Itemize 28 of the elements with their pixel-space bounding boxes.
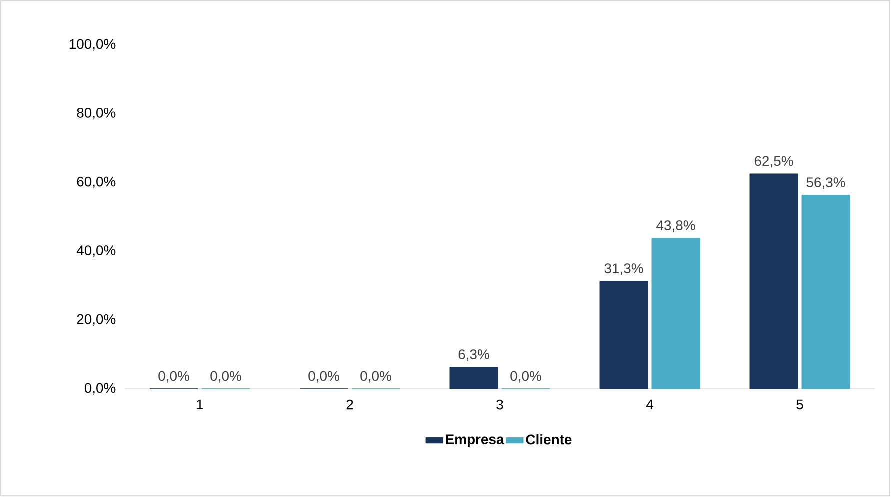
y-tick-label: 60,0% [77,176,116,188]
data-label: 6,3% [458,350,490,362]
data-label: 0,0% [158,371,190,383]
x-tick-label: 3 [496,400,504,410]
y-tick-label: 20,0% [77,314,116,326]
legend-label: Empresa [446,434,504,448]
bar [802,195,850,390]
bar [600,281,648,390]
x-tick-label: 4 [646,400,654,410]
y-tick-label: 0,0% [84,383,116,395]
bar [450,367,498,390]
legend-label: Cliente [526,434,572,445]
data-label: 56,3% [806,178,846,190]
y-tick-label: 80,0% [77,108,116,120]
y-tick-label: 40,0% [76,246,116,258]
data-label: 0,0% [210,371,242,383]
x-tick-label: 5 [796,400,804,410]
data-label: 31,3% [604,264,644,276]
data-label: 0,0% [308,371,340,383]
y-tick-label: 100,0% [70,39,116,51]
x-tick-label: 2 [346,400,354,410]
bar [750,174,798,390]
data-label: 0,0% [360,371,392,383]
bar [652,238,700,390]
data-label: 62,5% [754,156,794,168]
data-label: 43,8% [656,220,696,232]
data-label: 0,0% [510,371,542,383]
x-tick-label: 1 [197,400,204,410]
